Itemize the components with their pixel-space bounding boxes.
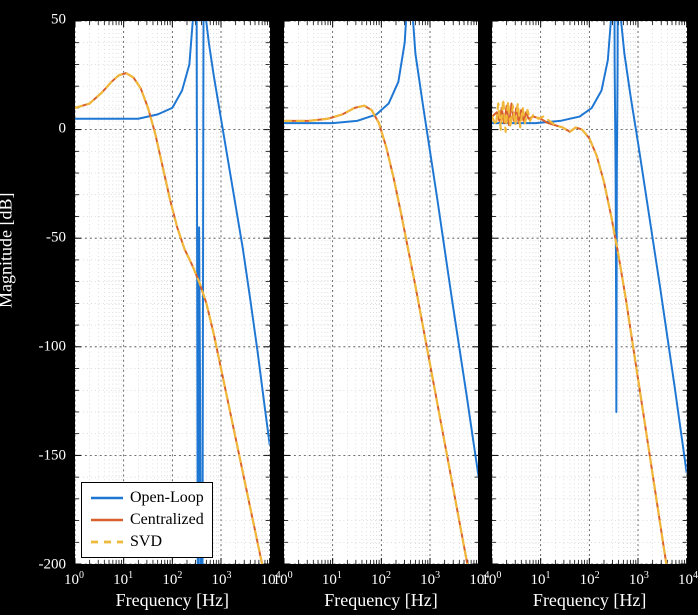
y-axis-label: Magnitude [dB] (0, 192, 17, 307)
legend-item-open-loop: Open-Loop (90, 487, 204, 509)
x-axis-label: Frequency [Hz] (324, 590, 437, 611)
panel-2 (283, 20, 480, 565)
xtick-label: 101 (322, 570, 342, 589)
legend-swatch (90, 511, 124, 529)
xtick-label: 104 (678, 570, 698, 589)
legend-label: SVD (130, 533, 162, 551)
legend-box: Open-Loop Centralized SVD (81, 482, 213, 558)
xtick-label: 102 (580, 570, 600, 589)
xtick-label: 100 (273, 570, 293, 589)
ytick-label: -150 (39, 448, 67, 465)
ytick-label: 50 (51, 12, 66, 29)
x-axis-label: Frequency [Hz] (533, 590, 646, 611)
xtick-label: 101 (531, 570, 551, 589)
xtick-label: 102 (162, 570, 182, 589)
panel-3 (491, 20, 688, 565)
legend-label: Open-Loop (130, 489, 204, 507)
legend-swatch (90, 489, 124, 507)
panel-2-plot (284, 21, 479, 564)
x-axis-label: Frequency [Hz] (116, 590, 229, 611)
ytick-label: -100 (39, 339, 67, 356)
xtick-label: 100 (64, 570, 84, 589)
figure-area: Open-Loop Centralized SVD (74, 20, 688, 565)
legend-item-centralized: Centralized (90, 509, 204, 531)
legend-swatch (90, 533, 124, 551)
xtick-label: 101 (113, 570, 133, 589)
xtick-label: 102 (371, 570, 391, 589)
ytick-label: -200 (39, 557, 67, 574)
panel-1: Open-Loop Centralized SVD (74, 20, 271, 565)
panel-3-plot (492, 21, 687, 564)
ytick-label: -50 (46, 230, 66, 247)
ytick-label: 0 (59, 121, 67, 138)
xtick-label: 100 (481, 570, 501, 589)
xtick-label: 103 (212, 570, 232, 589)
legend-label: Centralized (130, 511, 204, 529)
legend-item-svd: SVD (90, 531, 204, 553)
xtick-label: 103 (420, 570, 440, 589)
xtick-label: 103 (629, 570, 649, 589)
